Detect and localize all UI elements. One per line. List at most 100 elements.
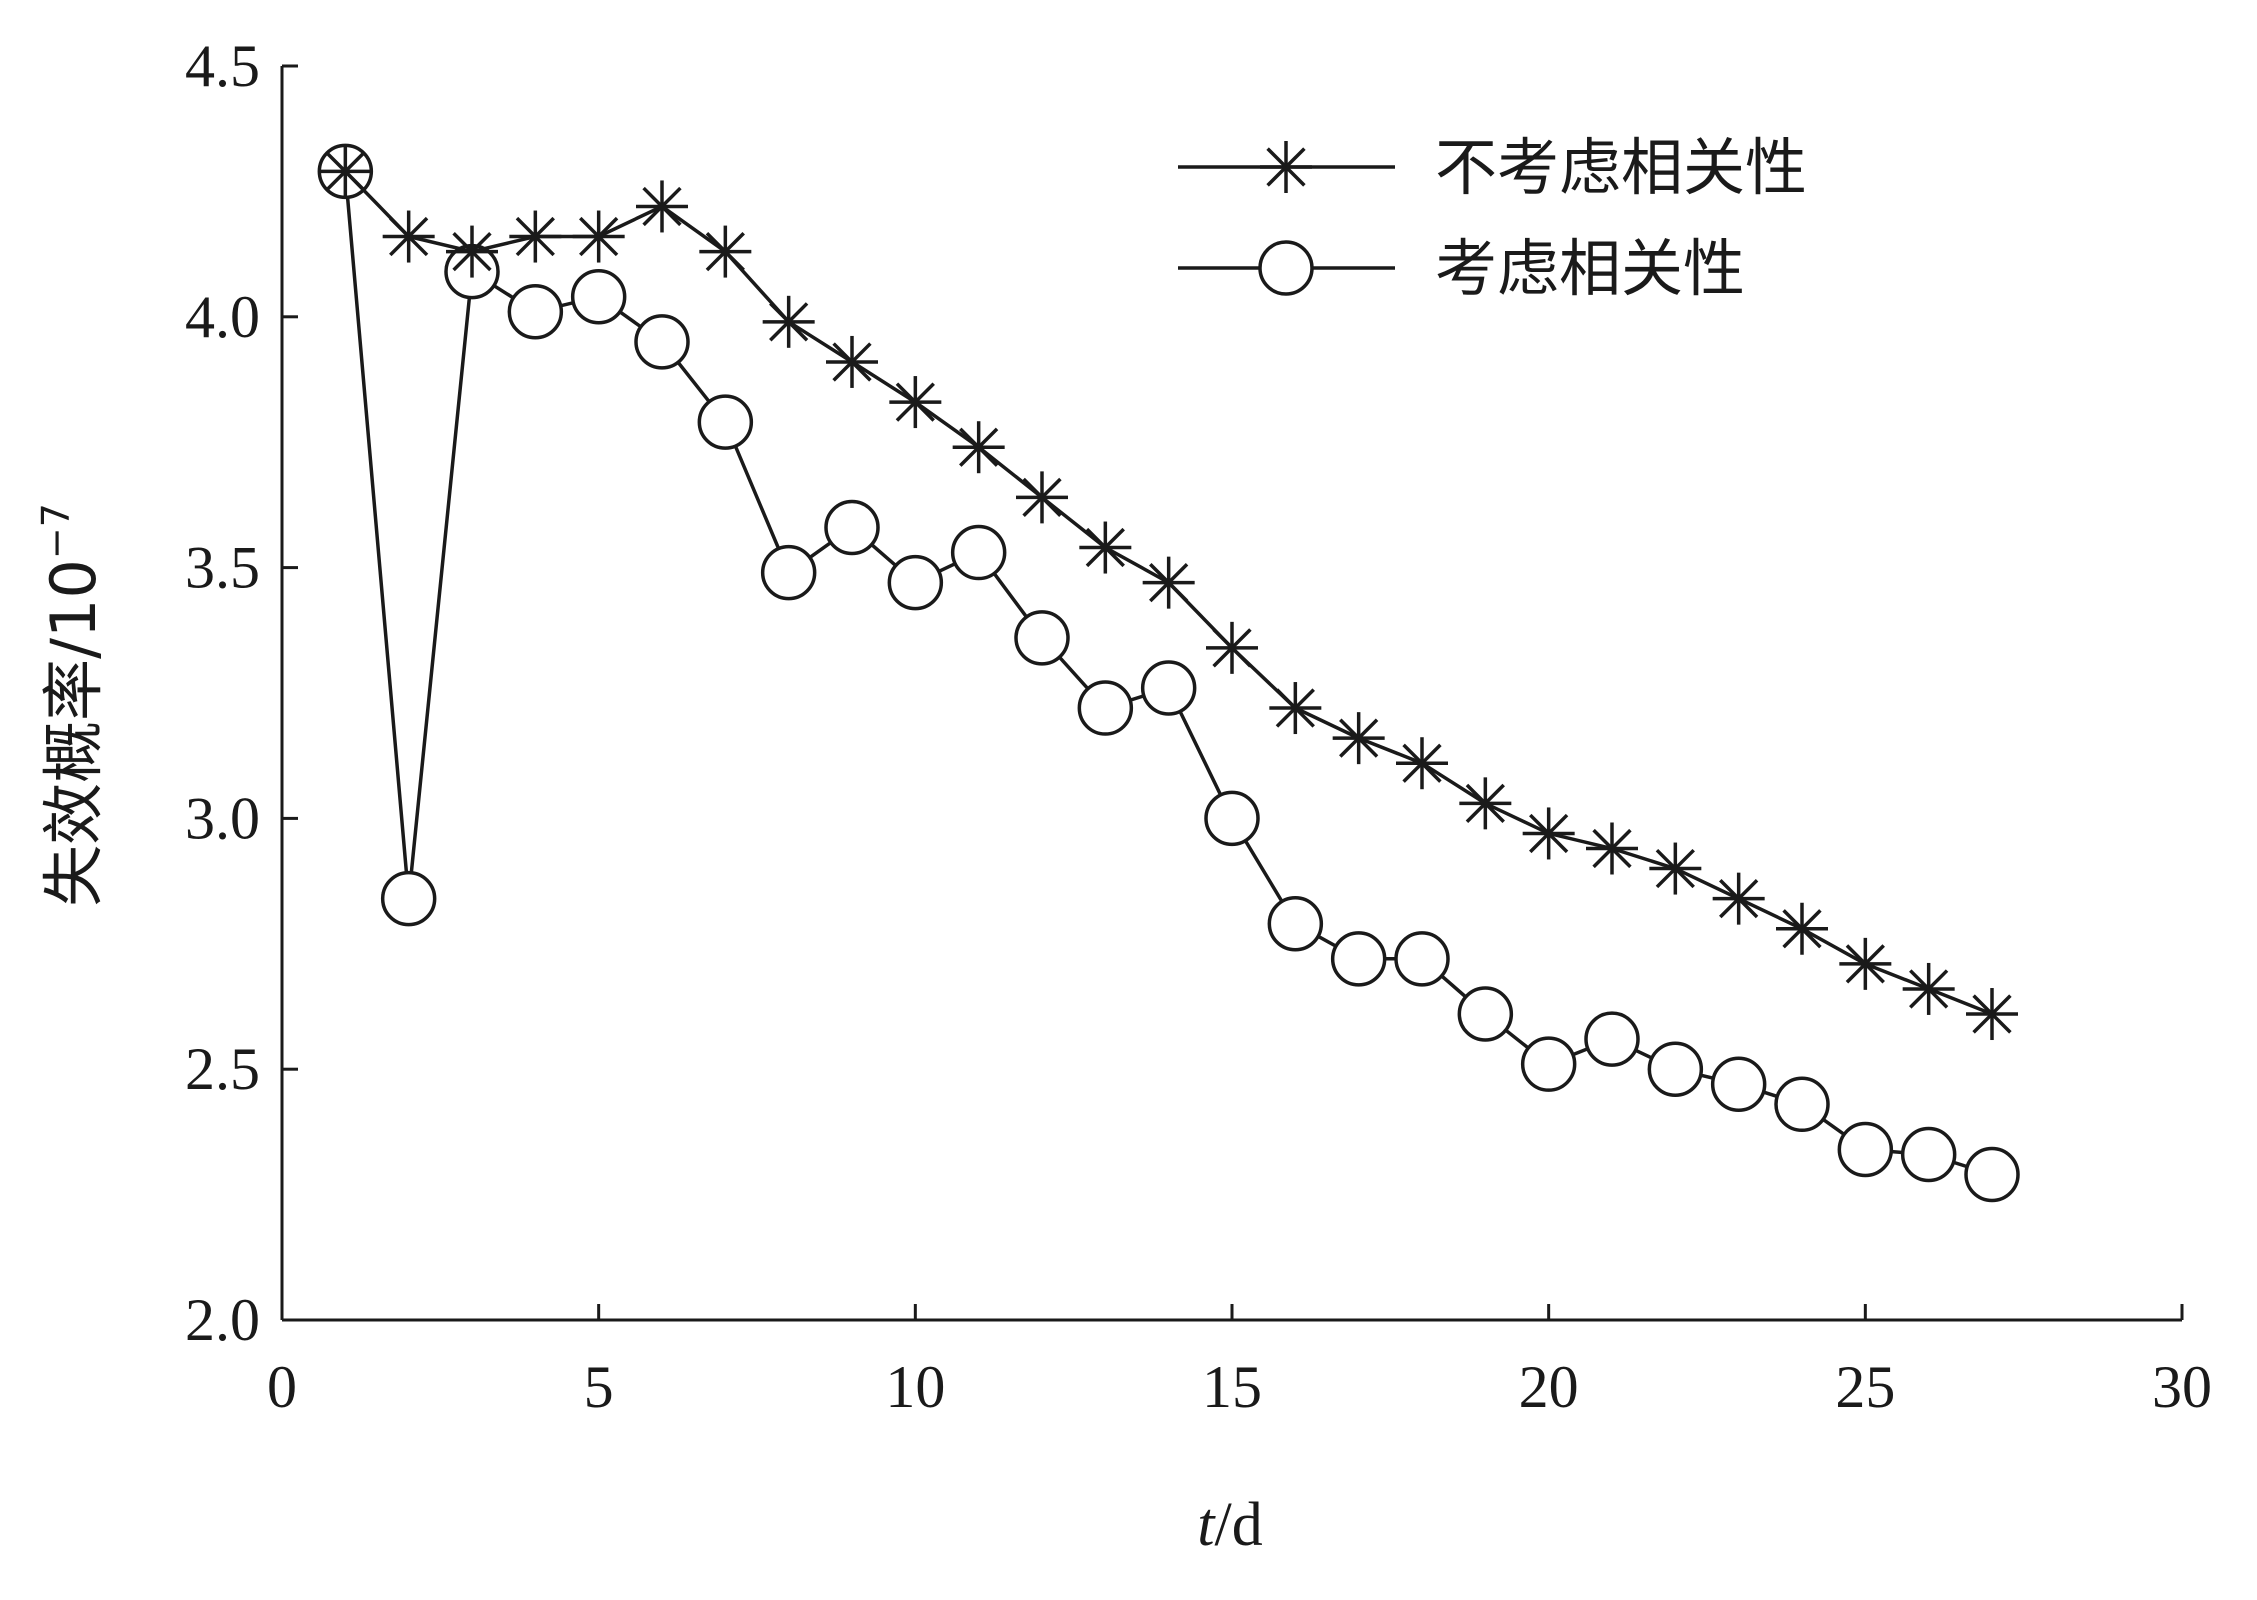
y-axis-title: 失效概率/10−7: [34, 503, 110, 907]
asterisk-marker: [1269, 682, 1322, 735]
asterisk-stroke: [1212, 628, 1252, 668]
y-tick-label: 2.5: [185, 1036, 260, 1102]
asterisk-marker: [1016, 471, 1068, 524]
series-uncorrelated: [319, 145, 2018, 1041]
circle-marker: [1204, 790, 1260, 847]
asterisk-stroke: [1149, 563, 1189, 603]
circle-marker: [1258, 240, 1314, 296]
asterisk-stroke: [1465, 783, 1505, 823]
circle-marker: [1900, 1126, 1957, 1183]
circle-marker: [1267, 895, 1324, 952]
x-axis-variable: t: [1197, 1491, 1216, 1559]
circle-marker: [1077, 680, 1134, 736]
asterisk-marker: [1776, 902, 1828, 955]
x-tick-label: 25: [1835, 1354, 1895, 1420]
circle-marker: [1710, 1056, 1767, 1112]
asterisk-stroke: [1339, 718, 1379, 758]
circle-marker: [697, 394, 754, 450]
asterisk-stroke: [1655, 848, 1695, 889]
asterisk-marker: [1079, 521, 1132, 574]
asterisk-stroke: [1909, 969, 1949, 1009]
x-tick-label: 30: [2152, 1354, 2212, 1420]
asterisk-marker: [1206, 621, 1258, 674]
circle-marker: [1140, 660, 1197, 716]
x-tick-label: 10: [885, 1354, 945, 1420]
legend-label: 考虑相关性: [1435, 232, 1745, 305]
asterisk-marker: [1902, 962, 1955, 1015]
asterisk-stroke: [895, 382, 935, 422]
asterisk-marker: [1839, 937, 1892, 990]
axes: 0 5 10 15 20 25 30 2.0 2.5 3.0 3.5 4.0 4.5: [185, 33, 2212, 1420]
asterisk-stroke: [705, 231, 745, 272]
asterisk-stroke: [325, 151, 365, 191]
asterisk-marker: [1712, 872, 1765, 925]
asterisk-stroke: [642, 186, 682, 227]
circle-marker: [1837, 1121, 1894, 1178]
circle-marker: [1457, 986, 1514, 1042]
circle-marker: [507, 284, 564, 340]
circle-marker: [634, 314, 690, 370]
circle-marker: [570, 268, 627, 325]
circle-marker: [1647, 1041, 1704, 1097]
circle-marker: [1774, 1076, 1830, 1133]
asterisk-stroke: [389, 216, 429, 257]
asterisk-stroke: [1972, 994, 2012, 1034]
asterisk-marker: [572, 210, 625, 263]
asterisk-marker: [889, 376, 942, 429]
x-tick-label: 20: [1519, 1354, 1579, 1420]
asterisk-marker: [826, 335, 878, 388]
legend-label: 不考虑相关性: [1435, 131, 1807, 204]
asterisk-stroke: [1085, 527, 1125, 568]
asterisk-marker: [1459, 777, 1512, 830]
circle-marker: [380, 870, 437, 927]
legend-item: 不考虑相关性: [1178, 131, 1807, 204]
y-tick-label: 4.5: [185, 33, 260, 99]
asterisk-marker: [762, 295, 815, 348]
y-tick-label: 2.0: [185, 1287, 260, 1353]
asterisk-marker: [1260, 141, 1312, 193]
asterisk-stroke: [515, 216, 555, 257]
legend-item: 考虑相关性: [1178, 232, 1745, 305]
asterisk-marker: [1649, 842, 1702, 895]
asterisk-marker: [382, 210, 435, 263]
y-tick-label: 4.0: [185, 284, 260, 350]
y-tick-label: 3.0: [185, 785, 260, 851]
x-tick-label: 5: [584, 1354, 614, 1420]
x-axis-title: t/d: [1197, 1491, 1262, 1559]
x-tick-label: 15: [1202, 1354, 1262, 1420]
asterisk-marker: [509, 210, 562, 263]
series-correlated: [317, 143, 2020, 1203]
x-tick-label: 0: [267, 1354, 297, 1420]
asterisk-stroke: [1719, 879, 1759, 919]
asterisk-marker: [1396, 737, 1448, 790]
y-axis-exponent: −7: [34, 503, 78, 559]
circle-marker: [824, 499, 880, 556]
asterisk-stroke: [1529, 813, 1569, 854]
asterisk-stroke: [1275, 688, 1315, 728]
asterisk-stroke: [1022, 477, 1062, 517]
asterisk-marker: [1142, 556, 1195, 609]
asterisk-stroke: [959, 427, 999, 467]
asterisk-marker: [1522, 807, 1575, 860]
asterisk-stroke: [1782, 909, 1822, 949]
y-tick-label: 3.5: [185, 535, 260, 601]
x-axis-unit: /d: [1215, 1491, 1263, 1559]
asterisk-marker: [1332, 712, 1385, 765]
y-axis-label: 失效概率/10: [37, 559, 110, 907]
asterisk-marker: [319, 145, 372, 198]
asterisk-marker: [699, 225, 752, 278]
circle-marker: [1394, 931, 1450, 987]
series-layer: [317, 143, 2020, 1203]
asterisk-stroke: [1592, 828, 1632, 869]
asterisk-marker: [952, 421, 1005, 474]
asterisk-stroke: [579, 216, 619, 257]
asterisk-stroke: [452, 231, 492, 272]
asterisk-stroke: [1845, 944, 1885, 984]
circle-marker: [1584, 1011, 1640, 1067]
circle-marker: [1964, 1146, 2020, 1203]
circle-marker: [887, 554, 944, 611]
circle-marker: [1330, 931, 1387, 987]
circle-marker: [950, 524, 1007, 581]
